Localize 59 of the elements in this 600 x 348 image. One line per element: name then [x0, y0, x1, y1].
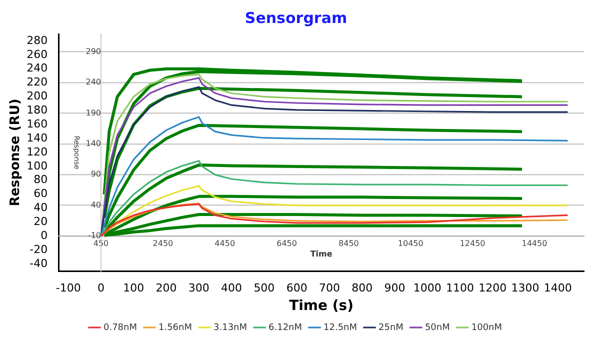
legend-label: 50nM: [424, 322, 450, 333]
y-tick-label: 260: [26, 48, 48, 61]
y-tick-label: 280: [26, 34, 48, 47]
x-tick-label: 1300: [511, 281, 540, 294]
y2-tick-label: 290: [86, 46, 102, 56]
x2-tick-label: 14450: [522, 239, 548, 248]
legend-label: 1.56nM: [158, 322, 192, 333]
y2-tick-label: 90: [90, 170, 102, 179]
x2-tick-label: 2450: [152, 239, 174, 248]
y2-tick-label: 40: [90, 200, 102, 210]
x-tick-label: 700: [318, 281, 340, 294]
legend-label: 25nM: [378, 322, 404, 333]
x2-tick-label: 12450: [460, 239, 486, 248]
legend-label: 6.12nM: [268, 322, 302, 333]
x2-tick-label: 4450: [214, 239, 236, 248]
y-tick-label: -40: [30, 256, 48, 270]
y2-tick-label: -10: [88, 231, 102, 240]
y-tick-label: 80: [34, 173, 48, 186]
y-tick-label: 60: [34, 187, 48, 200]
y-tick-label: 240: [26, 62, 48, 75]
y-tick-label: 100: [26, 159, 48, 172]
x-tick-label: 0: [98, 281, 105, 294]
y-tick-label: 20: [34, 215, 48, 228]
y-tick-label: 40: [34, 201, 48, 214]
x-tick-label: 800: [352, 281, 373, 294]
y2-tick-label: 140: [86, 138, 102, 148]
x-axis-title: Time (s): [289, 298, 354, 314]
x2-tick-label: 8450: [338, 239, 359, 248]
y-tick-label: 220: [26, 76, 48, 89]
y-axis-title: Response (RU): [8, 98, 24, 206]
y2-tick-label: 240: [86, 78, 102, 87]
y-tick-label: 120: [26, 145, 48, 158]
legend-label: 12.5nM: [324, 322, 358, 333]
x2-tick-label: 6450: [276, 239, 297, 248]
x-tick-label: 300: [188, 281, 210, 294]
x-tick-label: 900: [384, 281, 406, 294]
chart-title: Sensorgram: [244, 8, 348, 27]
y-tick-label: 140: [26, 131, 48, 144]
x-tick-label: 200: [156, 281, 177, 294]
x-tick-label: 600: [286, 281, 308, 294]
y2-tick-label: 190: [86, 108, 102, 118]
x-tick-label: -100: [56, 281, 81, 294]
y-tick-label: 200: [26, 90, 48, 103]
x2-axis-title: Time: [310, 250, 333, 259]
y-tick-label: 180: [26, 104, 48, 117]
x-tick-label: 1100: [446, 281, 474, 294]
x-tick-label: 100: [123, 281, 144, 294]
legend-label: 100nM: [471, 322, 502, 333]
y-tick-label: 160: [26, 117, 48, 130]
x-tick-label: 400: [221, 281, 242, 294]
x-tick-label: 500: [254, 281, 275, 294]
legend-label: 0.78nM: [103, 322, 137, 333]
x-tick-label: 1000: [413, 281, 442, 294]
legend-label: 3.13nM: [214, 322, 248, 333]
x2-tick-label: 10450: [398, 239, 424, 248]
x-tick-label: 1400: [544, 281, 572, 294]
y-tick-label: 0: [40, 229, 48, 242]
x-tick-label: 1200: [478, 281, 507, 294]
y-tick-label: -20: [30, 242, 48, 256]
